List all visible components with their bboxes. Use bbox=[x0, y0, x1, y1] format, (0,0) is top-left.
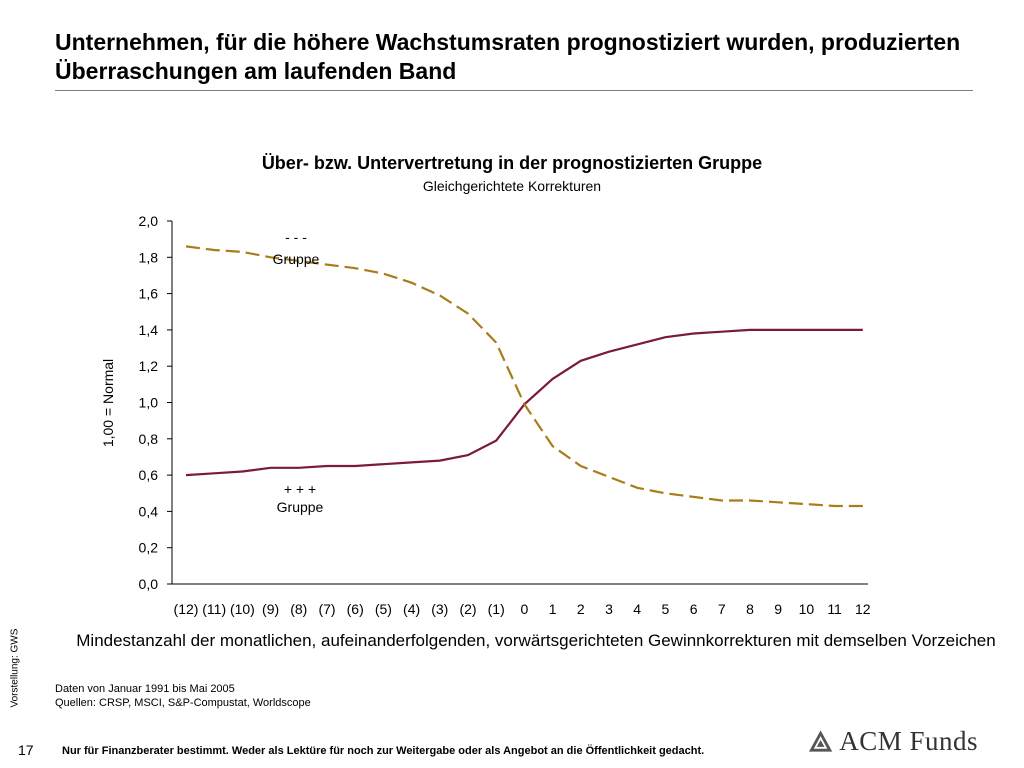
x-tick-label: (9) bbox=[262, 601, 279, 617]
sources-note: Quellen: CRSP, MSCI, S&P-Compustat, Worl… bbox=[55, 697, 311, 709]
side-note: Vorstellung: GWS bbox=[9, 628, 21, 708]
x-tick-label: (10) bbox=[230, 601, 255, 617]
y-tick-label: 0,4 bbox=[139, 503, 159, 519]
x-tick-label: 2 bbox=[577, 601, 585, 617]
x-tick-label: 1 bbox=[549, 601, 557, 617]
x-tick-label: 4 bbox=[633, 601, 641, 617]
date-range-note: Daten von Januar 1991 bis Mai 2005 bbox=[55, 683, 235, 695]
x-tick-label: (4) bbox=[403, 601, 420, 617]
x-axis-title: Mindestanzahl der monatlichen, aufeinand… bbox=[76, 631, 996, 650]
x-tick-label: 6 bbox=[690, 601, 698, 617]
y-tick-label: 1,4 bbox=[139, 322, 159, 338]
y-tick-label: 0,0 bbox=[139, 576, 159, 592]
x-tick-label: 12 bbox=[855, 601, 871, 617]
minus-group-annotation-symbol: - - - bbox=[285, 229, 307, 245]
acm-logo: ACM Funds bbox=[808, 726, 978, 756]
source-notes: Daten von Januar 1991 bis Mai 2005 Quell… bbox=[55, 682, 311, 710]
x-tick-label: (6) bbox=[347, 601, 364, 617]
y-axis-title: 1,00 = Normal bbox=[100, 359, 116, 447]
title-divider bbox=[55, 90, 973, 91]
y-tick-label: 1,6 bbox=[139, 286, 159, 302]
plus-group-annotation-symbol: + + + bbox=[284, 481, 316, 497]
x-tick-label: (5) bbox=[375, 601, 392, 617]
y-tick-label: 1,2 bbox=[139, 358, 159, 374]
x-tick-label: (8) bbox=[290, 601, 307, 617]
x-tick-label: 3 bbox=[605, 601, 613, 617]
x-tick-label: 8 bbox=[746, 601, 754, 617]
x-tick-label: 0 bbox=[521, 601, 529, 617]
x-tick-label: (11) bbox=[202, 601, 226, 617]
chart-title: Über- bzw. Untervertretung in der progno… bbox=[261, 153, 763, 173]
x-tick-label: (12) bbox=[174, 601, 199, 617]
y-tick-label: 0,2 bbox=[139, 540, 159, 556]
x-tick-label: 9 bbox=[774, 601, 782, 617]
disclaimer: Nur für Finanzberater bestimmt. Weder al… bbox=[62, 745, 705, 757]
x-tick-label: (2) bbox=[459, 601, 476, 617]
x-tick-label: (7) bbox=[318, 601, 335, 617]
x-tick-label: 10 bbox=[799, 601, 815, 617]
y-tick-label: 0,8 bbox=[139, 431, 159, 447]
x-tick-label: 7 bbox=[718, 601, 726, 617]
chart-subtitle: Gleichgerichtete Korrekturen bbox=[422, 178, 602, 194]
page-number: 17 bbox=[18, 742, 34, 758]
x-tick-label: (1) bbox=[488, 601, 505, 617]
y-tick-label: 2,0 bbox=[139, 213, 159, 229]
x-tick-label: (3) bbox=[431, 601, 448, 617]
slide-title: Unternehmen, für die höhere Wachstumsrat… bbox=[55, 29, 961, 84]
plus-group-annotation-label: Gruppe bbox=[277, 499, 324, 515]
acm-mountain-logo-icon bbox=[808, 730, 833, 752]
x-tick-label: 11 bbox=[827, 601, 842, 617]
y-tick-label: 1,8 bbox=[139, 249, 159, 265]
logo-text: ACM Funds bbox=[839, 725, 978, 756]
y-tick-label: 0,6 bbox=[139, 467, 159, 483]
y-tick-label: 1,0 bbox=[139, 395, 159, 411]
minus-group-annotation-label: Gruppe bbox=[273, 251, 320, 267]
x-tick-label: 5 bbox=[662, 601, 670, 617]
